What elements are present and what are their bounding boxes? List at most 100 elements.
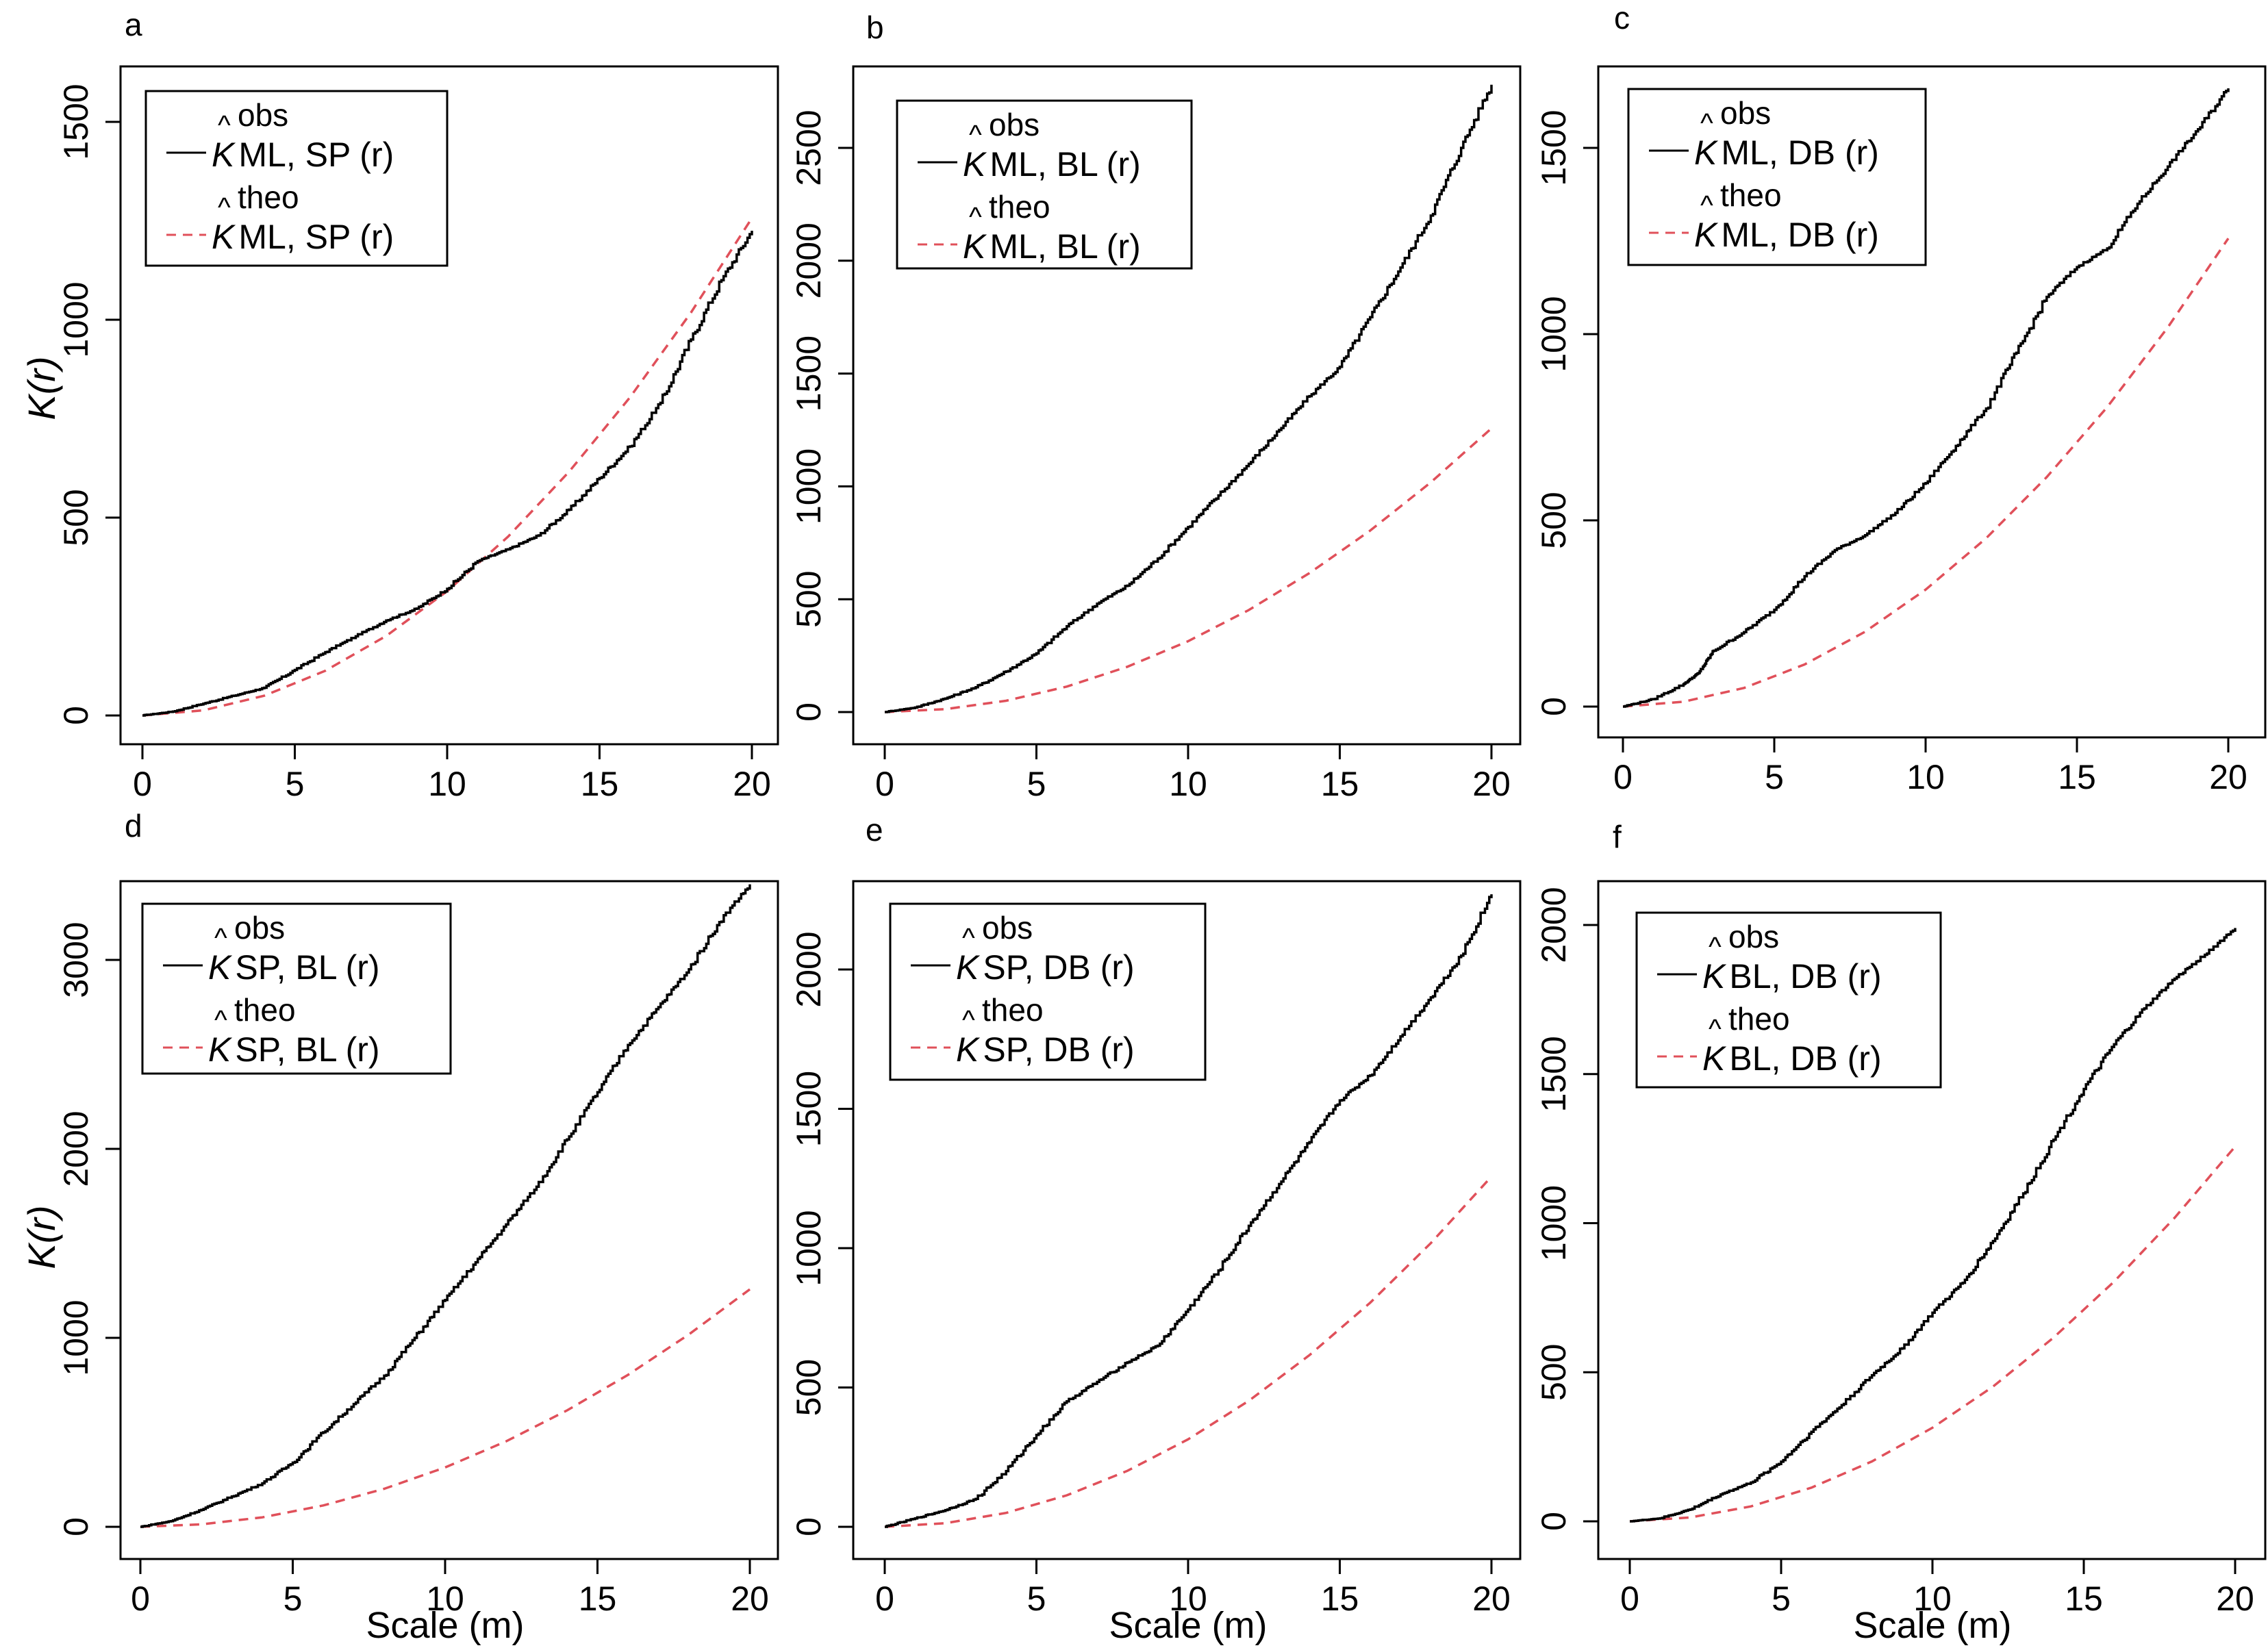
panel-f-series-obs	[1630, 928, 2236, 1523]
panel-e-legend-part-0-2: (r)	[1091, 948, 1135, 987]
panel-b-frame	[852, 65, 1522, 746]
panel-f-letter: f	[1613, 819, 1622, 854]
panel-f-legend-part-1-1: BL, DB	[1729, 1039, 1837, 1078]
panel-c-xtick-label-3: 15	[2058, 758, 2096, 796]
panel-e-xtick-label-3: 15	[1321, 1580, 1359, 1618]
panel-a-legend-sup-1: theo	[238, 179, 299, 215]
panel-c-xtick-label-0: 0	[1613, 758, 1633, 796]
panel-d-legend-sup-0: obs	[234, 910, 285, 946]
panel-d-ytick-label-2: 2000	[57, 1111, 95, 1187]
panel-e-ytick-label-1: 500	[790, 1359, 828, 1416]
panel-c-legend-hat-1: ^	[1700, 190, 1713, 220]
panel-b-legend-label-1: K ML, BL (r)	[963, 227, 1141, 266]
panel-e-ytick-label-3: 1500	[790, 1071, 828, 1147]
panel-e-ytick-label-0: 0	[790, 1517, 828, 1536]
panel-e-xlabel: Scale (m)	[1109, 1605, 1267, 1646]
panel-f-legend-sup-0: obs	[1728, 919, 1779, 954]
panel-e-series-theo	[884, 1176, 1493, 1528]
panel-d-legend-hat-1: ^	[214, 1005, 227, 1035]
panel-f-legend-label-1: K BL, DB (r)	[1702, 1039, 1882, 1078]
panel-c-ytick-label-1: 500	[1535, 492, 1573, 548]
panel-b-legend-hat-0: ^	[969, 120, 982, 150]
panel-d-legend-sup-1: theo	[234, 992, 296, 1028]
panel-e-series-obs	[885, 894, 1493, 1528]
panel-d-legend-part-1-0: K	[208, 1030, 233, 1069]
panel-a-legend-box	[144, 90, 449, 267]
panel-f-xtick-label-3: 15	[2065, 1580, 2103, 1618]
panel-a-legend-part-0-1: ML, SP	[238, 136, 350, 174]
panel-b-legend-part-0-0: K	[963, 145, 987, 183]
panel-b-ytick-label-4: 2000	[790, 223, 828, 299]
panel-c-letter: c	[1614, 0, 1630, 36]
panel-c-series-theo	[1622, 238, 2230, 708]
panel-a-legend-part-1-1: ML, SP	[238, 218, 350, 256]
panel-a-ytick-label-1: 500	[57, 489, 95, 546]
panel-d-legend-part-0-1: SP, BL	[235, 948, 336, 987]
panel-c-legend-part-0-2: (r)	[1835, 134, 1879, 172]
panel-a-xtick-label-2: 10	[428, 765, 466, 803]
panel-a-legend-part-0-0: K	[212, 136, 236, 174]
panel-c-xtick-label-2: 10	[1906, 758, 1945, 796]
panel-e-legend-part-0-1: SP, DB	[983, 948, 1091, 987]
panel-e-xtick-label-2: 10	[1169, 1580, 1207, 1618]
panel-b-legend-sup-0: obs	[989, 107, 1040, 142]
panel-d-legend-label-1: K SP, BL (r)	[208, 1030, 380, 1069]
panel-e-legend-hat-1: ^	[962, 1005, 975, 1035]
panel-c-legend-part-0-0: K	[1694, 134, 1719, 172]
panel-e-legend-part-1-1: SP, DB	[983, 1030, 1091, 1069]
panel-f-legend-part-0-1: BL, DB	[1729, 957, 1837, 996]
panel-c-ytick-label-3: 1500	[1535, 110, 1573, 186]
panel-e-legend-hat-0: ^	[962, 923, 975, 953]
panel-e-xtick-label-1: 5	[1027, 1580, 1046, 1618]
panel-e-xtick-label-4: 20	[1472, 1580, 1511, 1618]
panel-d-legend-part-0-0: K	[208, 948, 233, 987]
panel-c-legend-sup-0: obs	[1720, 95, 1771, 131]
panel-e-letter: e	[866, 812, 883, 848]
panel-c-legend-box	[1627, 88, 1927, 266]
panel-f-xtick-label-1: 5	[1772, 1580, 1791, 1618]
panel-b-legend-part-1-1: ML, BL	[990, 227, 1098, 266]
panel-c-ytick-label-2: 1000	[1535, 296, 1573, 372]
panel-f-legend-box	[1635, 911, 1942, 1089]
panel-b-ytick-label-3: 1500	[790, 335, 828, 411]
panel-a-legend-label-1: K ML, SP (r)	[212, 218, 394, 256]
panel-f-ytick-label-0: 0	[1535, 1512, 1573, 1531]
panel-b-xtick-label-2: 10	[1169, 765, 1207, 803]
panel-c-series-obs	[1623, 88, 2230, 708]
panel-e-frame	[852, 880, 1522, 1560]
panel-b-legend-part-1-0: K	[963, 227, 987, 266]
panel-b-xtick-label-3: 15	[1321, 765, 1359, 803]
panel-d-frame	[119, 880, 779, 1560]
panel-f-legend-hat-0: ^	[1709, 932, 1722, 962]
panel-c-legend-part-0-1: ML, DB	[1721, 134, 1835, 172]
panel-f-legend-hat-1: ^	[1709, 1014, 1722, 1044]
panel-b-xtick-label-4: 20	[1472, 765, 1511, 803]
panel-a-legend-sup-0: obs	[238, 97, 288, 133]
panel-c-legend-part-1-0: K	[1694, 216, 1719, 254]
panel-d-legend-box	[141, 902, 452, 1075]
panel-f-ytick-label-2: 1000	[1535, 1185, 1573, 1261]
panel-a-frame	[119, 65, 779, 746]
panel-d-legend-hat-0: ^	[214, 923, 227, 953]
panel-b-legend-part-0-1: ML, BL	[990, 145, 1098, 183]
panel-b-xtick-label-0: 0	[875, 765, 894, 803]
panel-f-xlabel: Scale (m)	[1853, 1605, 2011, 1646]
panel-f-ytick-label-4: 2000	[1535, 887, 1573, 963]
panel-d-xtick-label-4: 20	[731, 1580, 769, 1618]
panel-e-legend-part-1-2: (r)	[1091, 1030, 1135, 1069]
panel-b-ytick-label-1: 500	[790, 570, 828, 627]
panel-f-xtick-label-4: 20	[2216, 1580, 2254, 1618]
panel-a-xtick-label-0: 0	[133, 765, 152, 803]
panel-f-legend-part-1-0: K	[1702, 1039, 1727, 1078]
panel-e-legend-box	[889, 902, 1207, 1081]
panel-f-legend-part-0-0: K	[1702, 957, 1727, 996]
panel-b-legend-part-1-2: (r)	[1097, 227, 1141, 266]
panel-a-series-theo	[142, 217, 753, 717]
panel-e-legend-part-0-0: K	[956, 948, 981, 987]
